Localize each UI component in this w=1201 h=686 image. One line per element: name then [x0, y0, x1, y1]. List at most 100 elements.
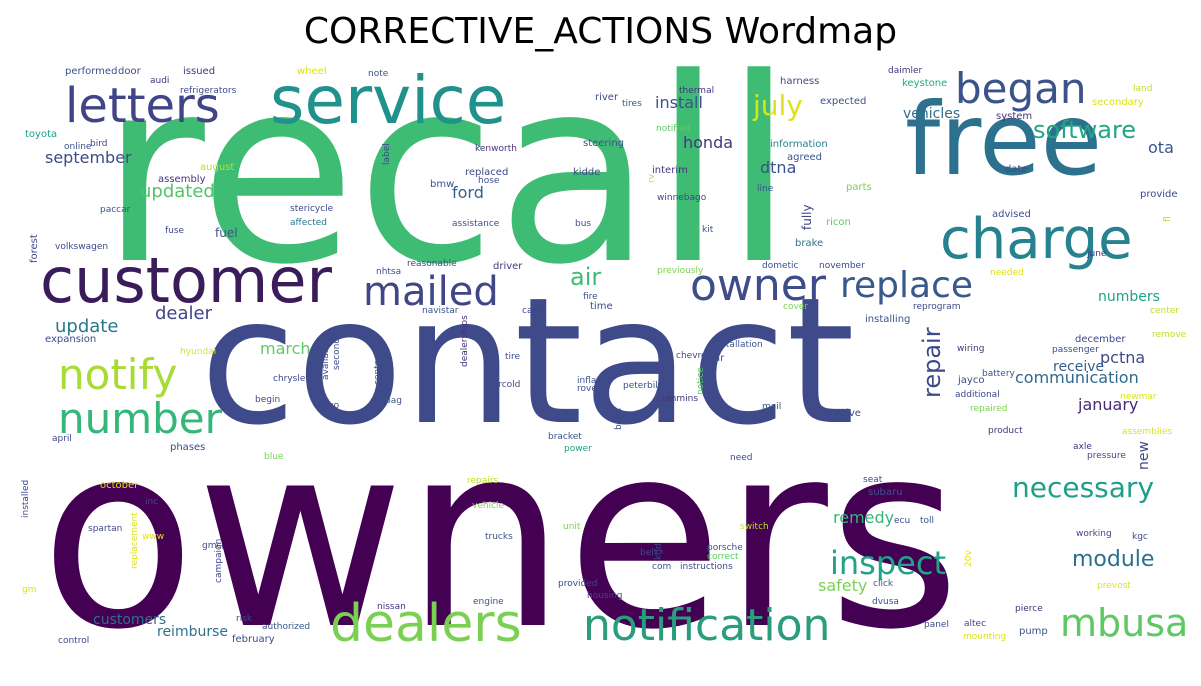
word: click [873, 579, 894, 589]
word: available [321, 339, 331, 380]
word: tire [505, 352, 521, 362]
word: door [118, 66, 141, 77]
word: subaru [868, 487, 903, 498]
word: passenger [1052, 345, 1099, 355]
word: com [652, 562, 672, 572]
word: dealers [330, 594, 522, 654]
word: dealer [155, 303, 213, 324]
word: belt [640, 548, 658, 558]
word: charge [940, 207, 1133, 272]
word: unit [563, 522, 581, 532]
word: center [1150, 306, 1179, 316]
word: forest [29, 234, 40, 263]
word: installing [865, 314, 911, 325]
word: campaign [214, 538, 224, 583]
word: november [819, 261, 865, 271]
word: free [905, 81, 1103, 198]
word: system [996, 111, 1033, 122]
word: secondary [1092, 97, 1144, 108]
word: harness [780, 76, 820, 87]
word: land [1133, 84, 1153, 94]
word: rv [647, 173, 657, 183]
word: driver [493, 261, 523, 272]
word: begin [255, 395, 281, 405]
word: receive [1053, 359, 1105, 375]
word: ricon [826, 217, 851, 228]
word: began [955, 64, 1087, 113]
word: fuse [165, 226, 185, 236]
word: line [757, 184, 774, 194]
word: april [52, 434, 72, 444]
word: authorized [262, 622, 311, 632]
word: vehicles [903, 106, 961, 122]
word: expected [820, 96, 867, 107]
word: advised [992, 209, 1031, 220]
word: october [100, 480, 139, 491]
word: safety [818, 576, 868, 595]
word: nissan [377, 602, 406, 612]
word: hose [478, 176, 500, 186]
word: trucks [485, 532, 513, 542]
word: recall [100, 24, 795, 321]
word: gmc [202, 541, 222, 551]
word: audi [150, 76, 170, 86]
word: needed [990, 268, 1024, 278]
word: provided [558, 579, 598, 589]
word: power [564, 444, 592, 454]
word: kidde [573, 167, 601, 178]
word: repairs [467, 476, 499, 486]
word: bmw [430, 179, 455, 190]
word: volvo [315, 401, 340, 411]
word: rear [704, 353, 725, 364]
word: mail [762, 402, 782, 412]
word: bird [90, 139, 108, 149]
word: repaired [970, 404, 1008, 414]
word: switch [740, 522, 769, 532]
word: additional [955, 390, 1000, 400]
word: contact [200, 261, 855, 464]
word: replace [840, 265, 974, 306]
word: agreed [787, 152, 823, 163]
word: norcold [487, 380, 521, 390]
word: wiring [957, 344, 985, 354]
word: owners [40, 389, 961, 686]
word: centers [373, 351, 383, 385]
word: parts [846, 182, 872, 193]
word: dvusa [872, 597, 899, 607]
word: replacement [130, 512, 140, 569]
word: navistar [422, 306, 459, 316]
word: spartan [88, 524, 123, 534]
word: mbusa [1060, 601, 1189, 645]
word: issued [183, 66, 216, 77]
word: correct [707, 552, 739, 562]
word: product [988, 426, 1023, 436]
word: vehicle [472, 501, 505, 511]
word: module [1072, 547, 1155, 572]
word: daimler [888, 66, 923, 76]
word: install [655, 93, 703, 112]
word: notice [696, 367, 706, 395]
word: reasonable [407, 259, 457, 269]
word: chrysler [273, 374, 310, 384]
word: ota [1148, 138, 1174, 157]
word: www [142, 532, 165, 542]
word: working [1076, 529, 1112, 539]
word: chevrolet [676, 351, 719, 361]
word: phases [170, 442, 206, 453]
word: january [1078, 395, 1139, 414]
word: bracket [548, 432, 582, 442]
word: fl [1163, 216, 1173, 222]
word: cummins [657, 394, 699, 404]
word: stericycle [290, 204, 334, 214]
word: instructions [680, 562, 733, 572]
word: customers [93, 612, 167, 628]
word: inc [145, 497, 159, 507]
word: interim [652, 165, 688, 176]
word: software [1033, 116, 1137, 144]
word: reprogram [913, 302, 961, 312]
word: ecu [894, 516, 911, 526]
word: second [332, 337, 342, 370]
word: fully [800, 204, 814, 230]
word: pierce [1015, 604, 1043, 614]
